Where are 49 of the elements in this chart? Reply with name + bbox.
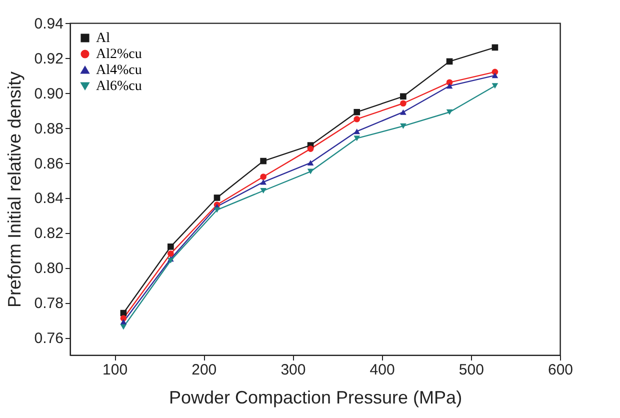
point xyxy=(260,179,266,185)
legend-label: Al xyxy=(96,31,110,46)
point xyxy=(354,116,360,122)
x-axis-title: Powder Compaction Pressure (MPa) xyxy=(168,388,462,408)
point xyxy=(307,168,314,174)
y-tick-label: 0.78 xyxy=(34,295,64,312)
point xyxy=(446,58,453,65)
y-tick-label: 0.84 xyxy=(34,190,64,208)
point xyxy=(400,100,406,107)
point xyxy=(492,44,498,51)
point xyxy=(214,207,220,213)
point xyxy=(168,244,174,250)
x-tick-label: 100 xyxy=(102,362,128,378)
point xyxy=(120,324,127,330)
x-tick-label: 500 xyxy=(458,362,484,378)
legend-label: Al4%cu xyxy=(96,63,142,78)
point xyxy=(354,128,360,134)
y-tick-label: 0.88 xyxy=(34,120,64,138)
y-tick-label: 0.94 xyxy=(34,16,64,32)
point xyxy=(260,158,266,164)
point xyxy=(168,250,174,257)
point xyxy=(354,136,360,142)
point xyxy=(446,109,453,115)
point xyxy=(400,109,406,115)
y-tick-label: 0.76 xyxy=(34,330,64,348)
point xyxy=(260,188,266,194)
point xyxy=(354,108,360,116)
x-tick-label: 200 xyxy=(192,362,217,378)
x-tick-label: 600 xyxy=(548,362,574,378)
point xyxy=(260,174,266,180)
point xyxy=(400,123,406,129)
legend-label: Al2%cu xyxy=(96,47,142,62)
point xyxy=(120,319,127,325)
point xyxy=(214,194,220,201)
x-tick-label: 400 xyxy=(370,362,395,378)
y-tick-label: 0.86 xyxy=(34,155,64,172)
y-tick-label: 0.82 xyxy=(34,225,64,242)
point xyxy=(400,93,406,100)
y-tick-label: 0.90 xyxy=(34,85,64,102)
point xyxy=(492,72,498,78)
point xyxy=(492,83,498,89)
y-axis-title: Preform Initial relative density xyxy=(4,71,24,308)
x-tick-label: 300 xyxy=(280,362,306,378)
y-tick-label: 0.92 xyxy=(34,50,64,68)
point xyxy=(307,146,314,152)
y-tick-label: 0.80 xyxy=(34,260,64,278)
point xyxy=(307,160,314,166)
legend-label: Al6%cu xyxy=(96,79,142,94)
point xyxy=(446,83,453,89)
